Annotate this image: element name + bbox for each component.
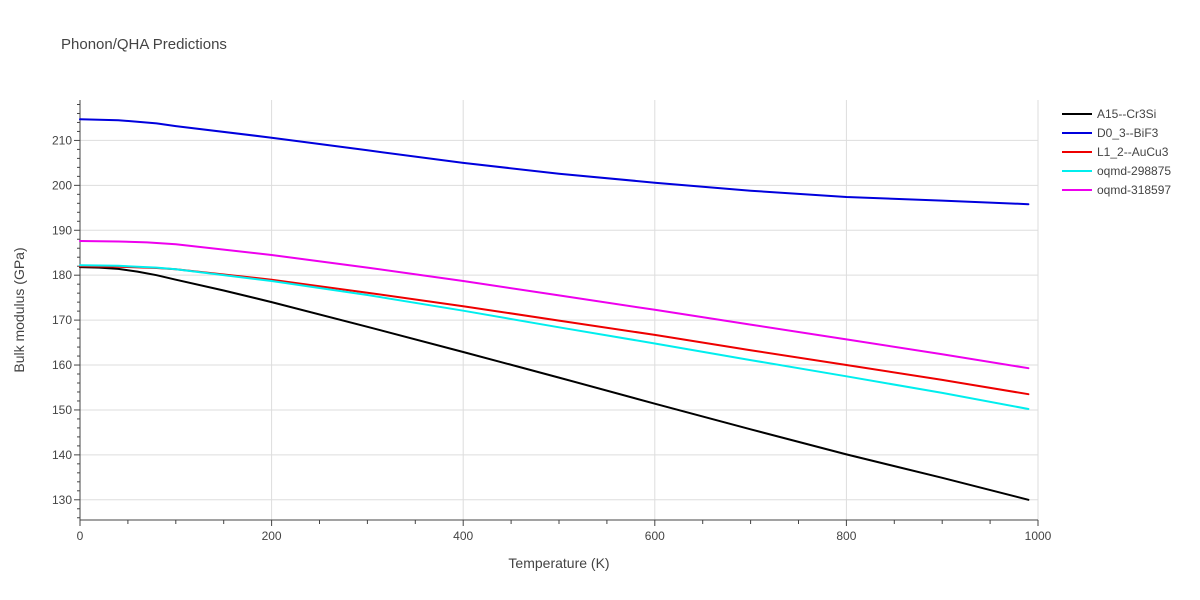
y-tick-label: 180 bbox=[52, 268, 72, 282]
series-line-1[interactable] bbox=[79, 266, 1030, 501]
x-tick-label: 600 bbox=[645, 529, 665, 543]
legend-label: oqmd-298875 bbox=[1097, 164, 1171, 178]
series-layer bbox=[79, 118, 1030, 501]
legend-label: L1_2--AuCu3 bbox=[1097, 145, 1169, 159]
series-line-5[interactable] bbox=[79, 240, 1030, 370]
legend-item[interactable]: oqmd-318597 bbox=[1062, 183, 1171, 197]
legend-label: A15--Cr3Si bbox=[1097, 107, 1156, 121]
series-line-2[interactable] bbox=[79, 118, 1030, 206]
x-tick-label: 200 bbox=[262, 529, 282, 543]
legend-item[interactable]: oqmd-298875 bbox=[1062, 164, 1171, 178]
y-tick-label: 200 bbox=[52, 178, 72, 192]
chart-title: Phonon/QHA Predictions bbox=[61, 36, 227, 53]
y-tick-label: 140 bbox=[52, 448, 72, 462]
y-tick-label: 190 bbox=[52, 223, 72, 237]
series-line-4[interactable] bbox=[79, 264, 1030, 410]
legend-item[interactable]: L1_2--AuCu3 bbox=[1062, 145, 1169, 159]
x-tick-label: 0 bbox=[77, 529, 84, 543]
x-tick-label: 800 bbox=[836, 529, 856, 543]
y-tick-label: 170 bbox=[52, 313, 72, 327]
series-line-3[interactable] bbox=[79, 265, 1030, 396]
legend[interactable]: A15--Cr3Si D0_3--BiF3 L1_2--AuCu3 oqmd-2988… bbox=[1062, 107, 1171, 197]
legend-label: D0_3--BiF3 bbox=[1097, 126, 1159, 140]
y-tick-label: 130 bbox=[52, 493, 72, 507]
legend-item[interactable]: D0_3--BiF3 bbox=[1062, 126, 1159, 140]
grid-layer bbox=[80, 100, 1039, 520]
legend-item[interactable]: A15--Cr3Si bbox=[1062, 107, 1156, 121]
y-tick-label: 150 bbox=[52, 403, 72, 417]
y-axis-title: Bulk modulus (GPa) bbox=[11, 247, 27, 372]
legend-label: oqmd-318597 bbox=[1097, 183, 1171, 197]
y-tick-label: 160 bbox=[52, 358, 72, 372]
y-tick-label: 210 bbox=[52, 133, 72, 147]
x-tick-label: 400 bbox=[453, 529, 473, 543]
x-tick-label: 1000 bbox=[1025, 529, 1052, 543]
axis-layer: 0 200 400 600 800 1000 130 140 150 160 170 180 190 20… bbox=[52, 100, 1052, 543]
x-axis-title: Temperature (K) bbox=[508, 555, 609, 571]
